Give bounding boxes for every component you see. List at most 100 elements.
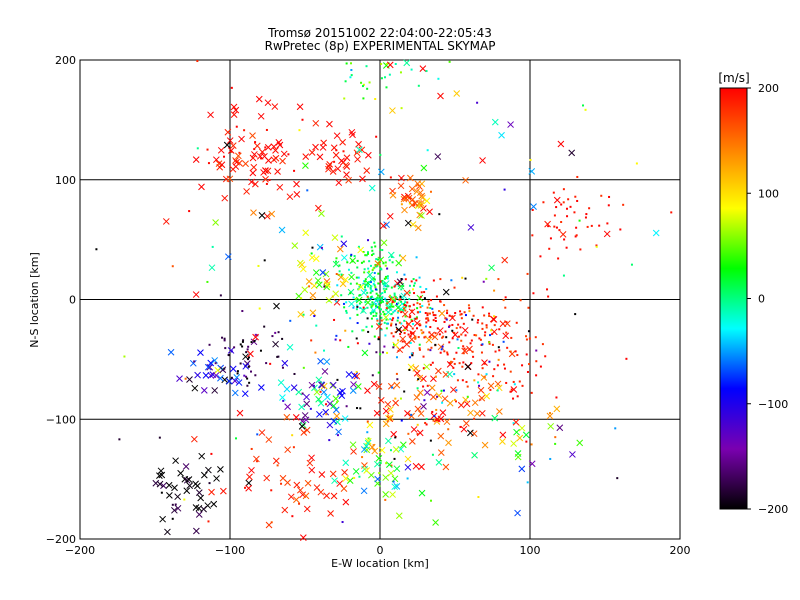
data-point-dot	[398, 321, 401, 324]
data-point-dot	[386, 267, 389, 270]
data-point-dot	[377, 322, 380, 325]
data-point-dot	[336, 284, 339, 287]
data-point-dot	[413, 282, 416, 285]
data-point-cross	[430, 393, 437, 401]
data-point-cross	[249, 169, 257, 177]
data-point-dot	[584, 216, 587, 219]
data-point-cross	[390, 430, 398, 438]
data-point-dot	[509, 350, 512, 353]
data-point-dot	[562, 188, 565, 191]
data-point-dot	[488, 312, 491, 315]
x-tick-label: −100	[215, 544, 245, 557]
data-point-dot	[378, 307, 381, 310]
data-point-cross	[256, 152, 264, 160]
data-point-cross	[471, 399, 479, 407]
data-point-cross	[393, 483, 401, 490]
data-point-dot	[560, 203, 563, 206]
data-point-dot	[469, 342, 472, 345]
data-point-dot	[477, 496, 480, 499]
data-point-cross	[245, 479, 253, 487]
data-point-dot	[276, 355, 279, 358]
data-point-cross	[335, 428, 342, 436]
data-point-dot	[382, 310, 385, 313]
data-point-cross	[378, 446, 386, 454]
data-point-dot	[403, 332, 406, 335]
data-point-cross	[439, 409, 447, 416]
data-point-dot	[546, 288, 549, 291]
data-point-dot	[395, 356, 398, 359]
data-point-dot	[381, 280, 384, 283]
data-point-dot	[362, 83, 365, 86]
data-point-cross	[183, 476, 191, 484]
data-point-cross	[321, 368, 329, 375]
data-point-cross	[298, 403, 305, 411]
data-point-cross	[313, 388, 321, 396]
data-point-dot	[343, 306, 346, 309]
data-point-dot	[387, 322, 390, 325]
data-point-dot	[253, 340, 256, 343]
data-point-dot	[446, 309, 449, 312]
data-point-cross	[373, 460, 381, 468]
data-point-cross	[183, 487, 191, 495]
data-point-cross	[380, 239, 388, 247]
data-point-dot	[432, 279, 435, 282]
data-point-dot	[408, 316, 411, 319]
data-point-dot	[355, 370, 358, 373]
data-point-dot	[383, 282, 386, 285]
data-point-cross	[416, 294, 424, 302]
data-point-dot	[350, 74, 353, 77]
data-point-dot	[428, 303, 431, 306]
data-point-cross	[393, 465, 401, 473]
data-point-dot	[356, 305, 359, 308]
data-point-dot	[453, 373, 456, 376]
data-point-dot	[607, 204, 610, 207]
data-point-dot	[431, 361, 434, 364]
data-point-dot	[442, 335, 445, 338]
data-point-dot	[408, 298, 411, 301]
data-point-cross	[386, 212, 394, 220]
data-point-dot	[379, 313, 382, 316]
data-point-dot	[459, 310, 462, 313]
data-point-dot	[238, 151, 241, 154]
data-point-cross	[212, 156, 220, 164]
data-point-dot	[462, 352, 465, 355]
data-point-dot	[384, 76, 387, 79]
y-tick-label: 200	[55, 54, 76, 67]
data-point-cross	[330, 402, 338, 410]
data-point-dot	[462, 345, 465, 348]
data-point-dot	[314, 351, 317, 354]
data-point-cross	[316, 410, 323, 418]
data-point-dot	[483, 362, 486, 365]
data-point-dot	[590, 224, 593, 227]
data-point-cross	[313, 484, 321, 491]
data-point-cross	[205, 466, 212, 474]
data-point-dot	[527, 306, 530, 309]
data-point-cross	[342, 475, 350, 482]
data-point-dot	[455, 389, 458, 392]
data-point-dot	[509, 390, 512, 393]
data-point-cross	[355, 140, 362, 148]
data-point-dot	[281, 337, 284, 340]
data-point-dot	[576, 199, 579, 202]
data-point-dot	[383, 277, 386, 280]
data-point-dot	[549, 237, 552, 240]
data-point-dot	[408, 291, 411, 294]
data-point-dot	[441, 336, 444, 339]
data-point-cross	[182, 463, 190, 470]
data-point-cross	[308, 454, 315, 462]
data-point-cross	[302, 162, 309, 169]
data-point-cross	[211, 357, 219, 364]
data-point-dot	[255, 460, 258, 463]
data-point-dot	[369, 264, 372, 267]
data-point-dot	[422, 385, 425, 388]
data-point-dot	[461, 379, 464, 382]
data-point-dot	[400, 288, 403, 291]
data-point-dot	[493, 368, 496, 371]
data-point-dot	[427, 319, 430, 322]
data-point-dot	[369, 297, 372, 300]
data-point-cross	[431, 333, 439, 341]
data-point-dot	[355, 276, 358, 279]
data-point-cross	[272, 340, 279, 348]
data-point-dot	[510, 336, 513, 339]
data-point-dot	[514, 350, 517, 353]
